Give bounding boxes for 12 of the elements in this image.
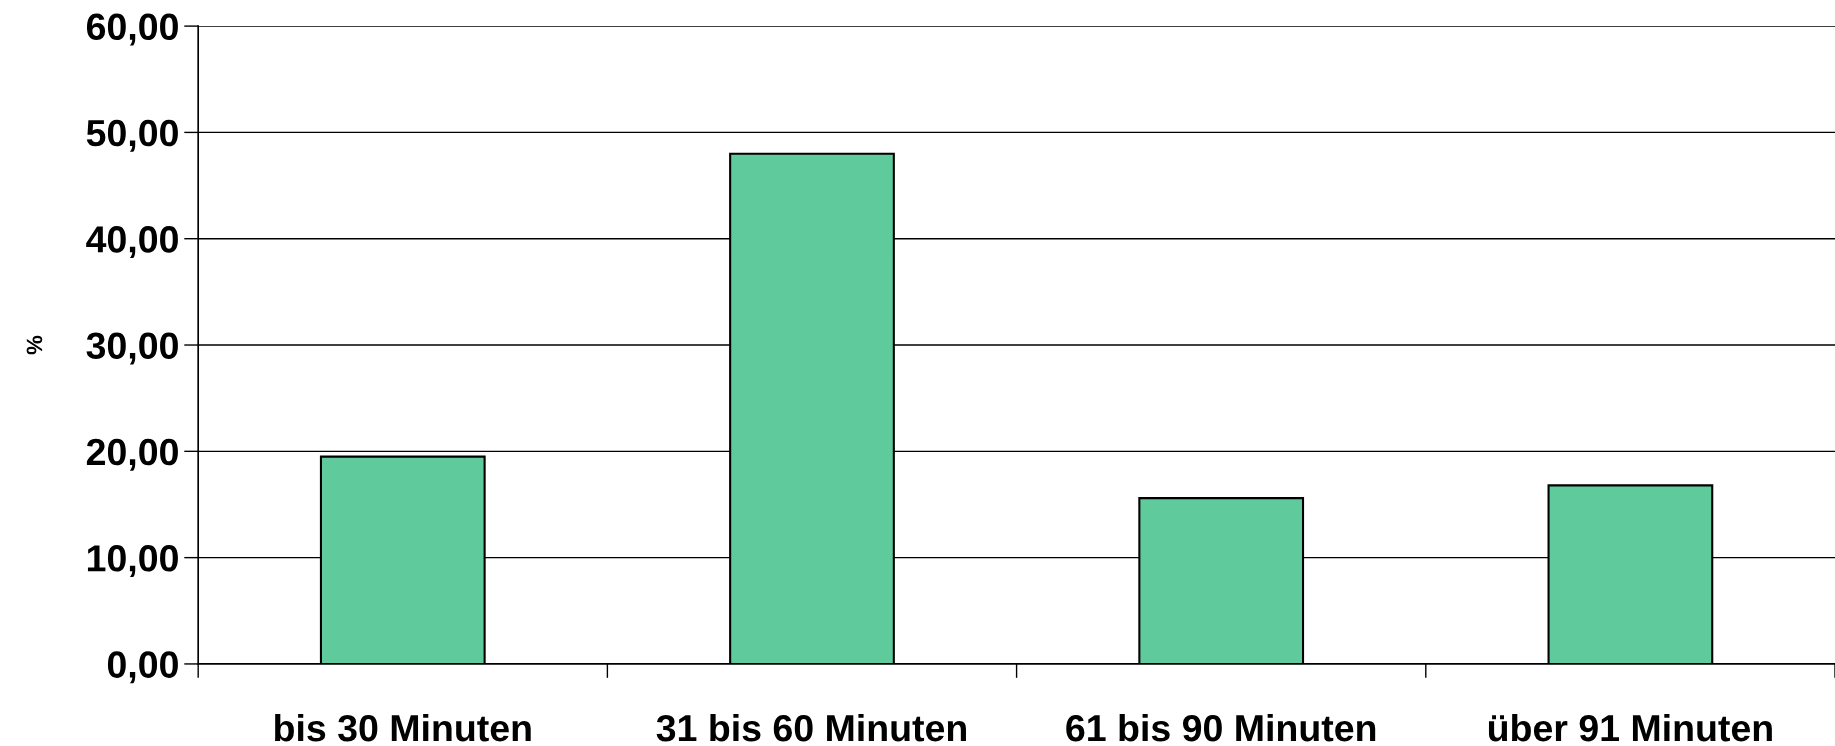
y-tick-label: 0,00 xyxy=(107,651,178,684)
y-axis-title: % xyxy=(26,335,43,355)
y-tick-label: 10,00 xyxy=(87,545,178,578)
y-tick-label: 30,00 xyxy=(86,332,178,365)
y-tick-label: 60,00 xyxy=(86,13,178,46)
y-tick-label: 40,00 xyxy=(86,226,178,259)
x-tick-label: 61 bis 90 Minuten xyxy=(1066,713,1376,742)
y-tick-label: 20,00 xyxy=(86,438,178,471)
x-tick-label: 31 bis 60 Minuten xyxy=(656,713,966,742)
x-tick-label: über 91 Minuten xyxy=(1488,713,1772,742)
y-tick-label: 50,00 xyxy=(86,119,178,152)
x-tick-label: bis 30 Minuten xyxy=(275,713,531,742)
